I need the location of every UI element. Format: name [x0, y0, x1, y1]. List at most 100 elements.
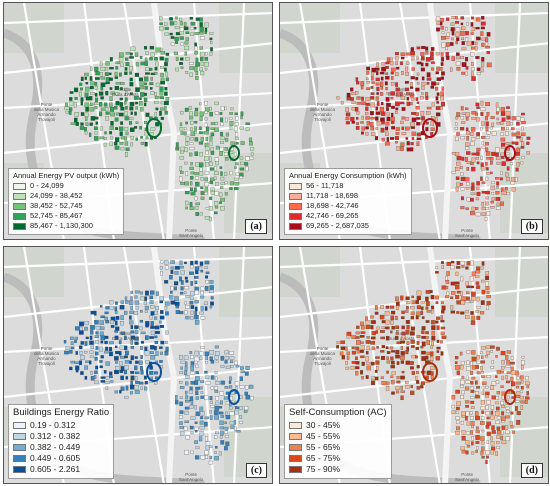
- road: [508, 3, 522, 239]
- building: [365, 116, 370, 120]
- building: [446, 17, 450, 21]
- building: [355, 77, 359, 82]
- building: [135, 329, 139, 334]
- building: [200, 71, 205, 76]
- building: [425, 50, 429, 55]
- building: [336, 341, 341, 345]
- building: [356, 340, 361, 345]
- building: [511, 141, 515, 145]
- building: [394, 111, 398, 114]
- building: [184, 310, 188, 315]
- building: [460, 421, 464, 425]
- building: [129, 77, 133, 82]
- building: [480, 162, 484, 167]
- building: [200, 191, 205, 195]
- building: [425, 46, 429, 51]
- building: [65, 102, 68, 107]
- building: [440, 326, 446, 330]
- building: [350, 97, 354, 101]
- building: [415, 112, 419, 116]
- building: [124, 116, 129, 121]
- legend-title: Annual Energy PV output (kWh): [13, 170, 120, 180]
- building: [195, 371, 199, 375]
- building: [70, 360, 75, 364]
- building: [195, 364, 199, 368]
- building: [114, 345, 118, 348]
- building: [385, 305, 390, 309]
- building: [481, 416, 485, 421]
- building: [200, 455, 206, 460]
- building: [480, 31, 484, 36]
- building: [464, 400, 470, 404]
- building: [450, 310, 456, 314]
- building: [229, 181, 235, 186]
- building: [450, 27, 455, 32]
- building: [465, 112, 471, 117]
- building: [426, 77, 432, 81]
- building: [169, 295, 174, 300]
- building: [114, 76, 119, 79]
- building: [220, 182, 226, 185]
- building: [173, 281, 179, 286]
- building: [100, 305, 103, 308]
- legend-label: 0.382 - 0.449: [30, 442, 81, 453]
- building: [435, 112, 441, 117]
- legend-label: 75 - 90%: [306, 464, 341, 475]
- building: [461, 375, 465, 379]
- building: [185, 71, 189, 74]
- building: [390, 57, 393, 62]
- building: [390, 71, 394, 75]
- building: [465, 314, 470, 319]
- building: [430, 61, 435, 64]
- building: [205, 137, 209, 142]
- building: [475, 395, 480, 399]
- building: [381, 101, 384, 106]
- building: [365, 356, 369, 362]
- building: [80, 355, 85, 360]
- building: [470, 197, 474, 202]
- building: [411, 131, 416, 136]
- stadium: [422, 118, 438, 138]
- building: [450, 260, 455, 264]
- building: [484, 216, 488, 221]
- building: [390, 315, 395, 321]
- building: [406, 141, 410, 146]
- building: [164, 62, 168, 67]
- building: [249, 156, 254, 160]
- building: [400, 96, 406, 100]
- building: [395, 52, 399, 56]
- building: [140, 331, 146, 335]
- building: [224, 152, 228, 156]
- building: [99, 365, 103, 369]
- building: [520, 161, 524, 165]
- building: [205, 280, 209, 284]
- building: [430, 375, 434, 380]
- building: [120, 82, 125, 85]
- building: [409, 92, 414, 98]
- building: [144, 386, 148, 391]
- building: [386, 112, 390, 116]
- building: [455, 61, 461, 66]
- building: [190, 305, 195, 309]
- building: [145, 290, 149, 296]
- building: [134, 290, 140, 294]
- building: [199, 26, 204, 32]
- building: [179, 27, 185, 32]
- building: [370, 76, 374, 81]
- building: [421, 86, 425, 90]
- building: [189, 386, 193, 391]
- building: [386, 57, 390, 63]
- legend-swatch: [289, 455, 302, 462]
- building: [416, 117, 421, 120]
- building: [180, 286, 184, 291]
- building: [406, 92, 410, 95]
- building: [400, 375, 405, 380]
- building: [140, 386, 143, 390]
- building: [480, 420, 485, 425]
- building: [184, 107, 189, 112]
- building: [74, 361, 80, 364]
- building: [375, 330, 378, 334]
- place-label-line: Duca d'Aosta: [112, 91, 139, 97]
- building: [135, 121, 139, 124]
- building: [204, 351, 209, 356]
